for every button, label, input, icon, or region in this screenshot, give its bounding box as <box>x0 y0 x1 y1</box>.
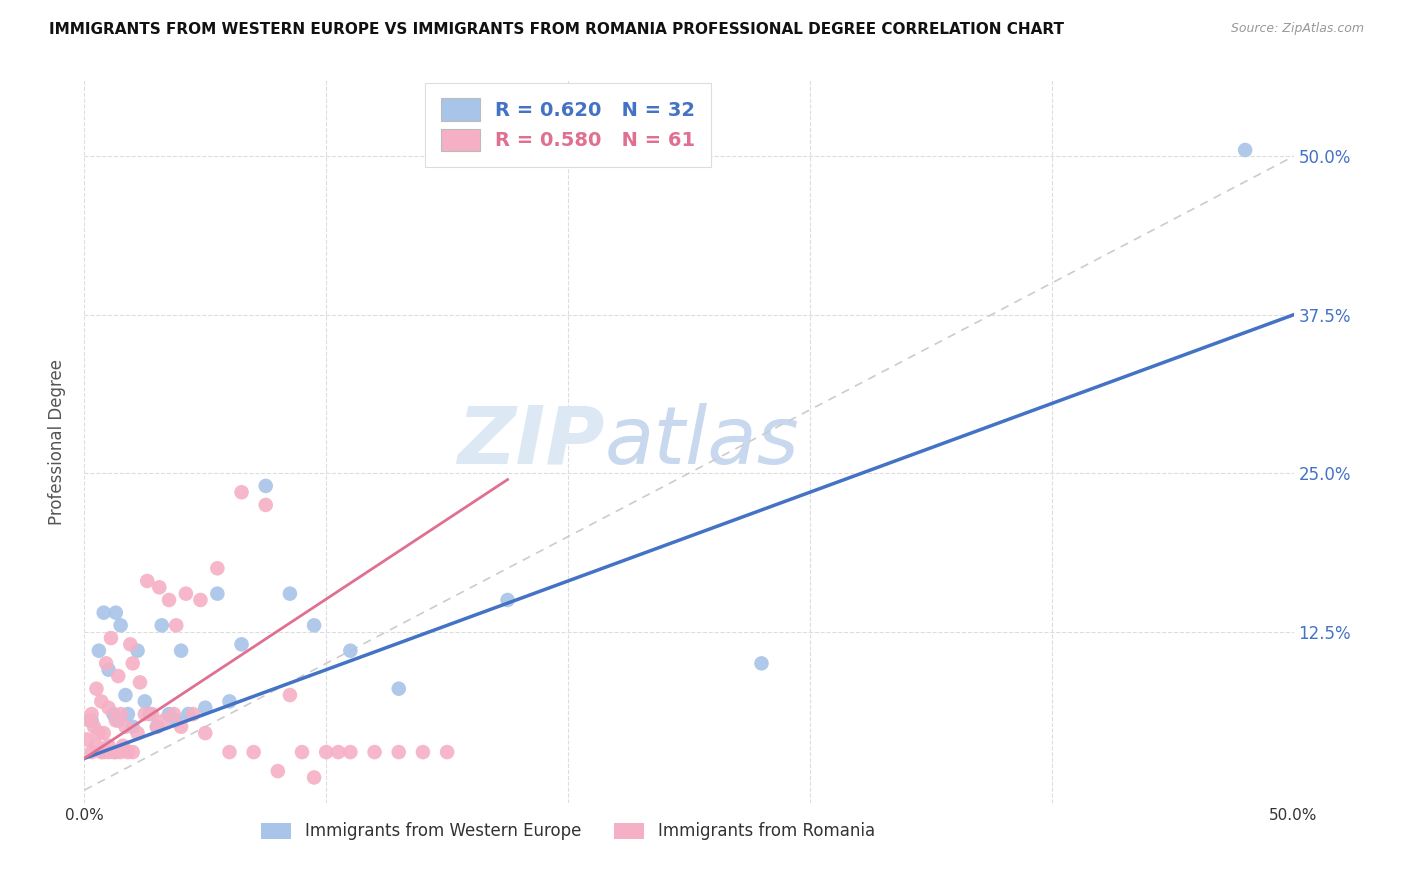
Point <box>120 637 142 651</box>
Text: atlas: atlas <box>605 402 799 481</box>
Point <box>134 694 156 708</box>
Point <box>388 681 411 696</box>
Legend: Immigrants from Western Europe, Immigrants from Romania: Immigrants from Western Europe, Immigran… <box>253 814 883 848</box>
Point <box>254 479 277 493</box>
Point <box>104 745 127 759</box>
Point <box>751 657 773 671</box>
Text: ZIP: ZIP <box>457 402 605 481</box>
Text: Source: ZipAtlas.com: Source: ZipAtlas.com <box>1230 22 1364 36</box>
Point <box>138 707 160 722</box>
Point <box>190 593 212 607</box>
Point <box>90 694 112 708</box>
Point <box>218 745 240 759</box>
Point <box>231 485 253 500</box>
Point <box>103 707 125 722</box>
Point <box>117 745 139 759</box>
Point <box>77 714 100 728</box>
Point <box>146 720 169 734</box>
Point <box>436 745 458 759</box>
Point <box>363 745 385 759</box>
Point <box>218 694 240 708</box>
Point <box>87 643 110 657</box>
Point <box>80 714 103 728</box>
Point <box>207 561 229 575</box>
Point <box>231 637 253 651</box>
Point <box>242 745 264 759</box>
Point <box>1234 143 1257 157</box>
Point <box>153 714 176 728</box>
Point <box>148 580 170 594</box>
Point <box>104 606 127 620</box>
Point <box>86 739 108 753</box>
Point <box>278 688 301 702</box>
Point <box>134 707 156 722</box>
Point <box>110 618 132 632</box>
Point <box>136 574 159 588</box>
Point <box>94 657 117 671</box>
Point <box>107 714 129 728</box>
Point <box>278 587 301 601</box>
Point <box>129 675 152 690</box>
Point <box>302 618 325 632</box>
Point <box>165 618 187 632</box>
Point <box>181 707 204 722</box>
Point <box>121 720 143 734</box>
Point <box>339 745 361 759</box>
Point <box>254 498 277 512</box>
Point <box>76 732 98 747</box>
Point <box>90 745 112 759</box>
Point <box>107 669 129 683</box>
Point <box>412 745 434 759</box>
Point <box>97 663 120 677</box>
Point <box>121 657 143 671</box>
Point <box>194 700 217 714</box>
Point <box>87 726 110 740</box>
Point <box>163 707 186 722</box>
Point <box>388 745 411 759</box>
Point <box>83 720 105 734</box>
Point <box>121 745 143 759</box>
Point <box>80 707 103 722</box>
Point <box>328 745 350 759</box>
Point <box>150 618 173 632</box>
Point <box>97 745 120 759</box>
Point <box>114 720 136 734</box>
Point <box>104 714 127 728</box>
Point <box>291 745 314 759</box>
Point <box>302 771 325 785</box>
Point <box>93 745 115 759</box>
Point <box>110 745 132 759</box>
Point <box>117 707 139 722</box>
Point <box>496 593 519 607</box>
Point <box>194 726 217 740</box>
Point <box>267 764 290 778</box>
Point <box>207 587 229 601</box>
Point <box>339 643 361 657</box>
Point <box>177 707 200 722</box>
Point <box>97 700 120 714</box>
Point <box>86 681 108 696</box>
Point <box>110 707 132 722</box>
Point <box>100 631 122 645</box>
Point <box>93 726 115 740</box>
Point <box>157 593 180 607</box>
Point <box>174 587 197 601</box>
Point <box>93 606 115 620</box>
Point <box>165 714 187 728</box>
Point <box>80 745 103 759</box>
Point <box>114 688 136 702</box>
Point <box>127 726 149 740</box>
Point <box>157 707 180 722</box>
Point <box>141 707 163 722</box>
Point <box>127 643 149 657</box>
Point <box>170 643 193 657</box>
Point <box>112 739 135 753</box>
Text: IMMIGRANTS FROM WESTERN EUROPE VS IMMIGRANTS FROM ROMANIA PROFESSIONAL DEGREE CO: IMMIGRANTS FROM WESTERN EUROPE VS IMMIGR… <box>49 22 1064 37</box>
Point <box>170 720 193 734</box>
Point <box>103 745 125 759</box>
Y-axis label: Professional Degree: Professional Degree <box>48 359 66 524</box>
Point <box>97 739 120 753</box>
Point <box>146 720 169 734</box>
Point <box>315 745 337 759</box>
